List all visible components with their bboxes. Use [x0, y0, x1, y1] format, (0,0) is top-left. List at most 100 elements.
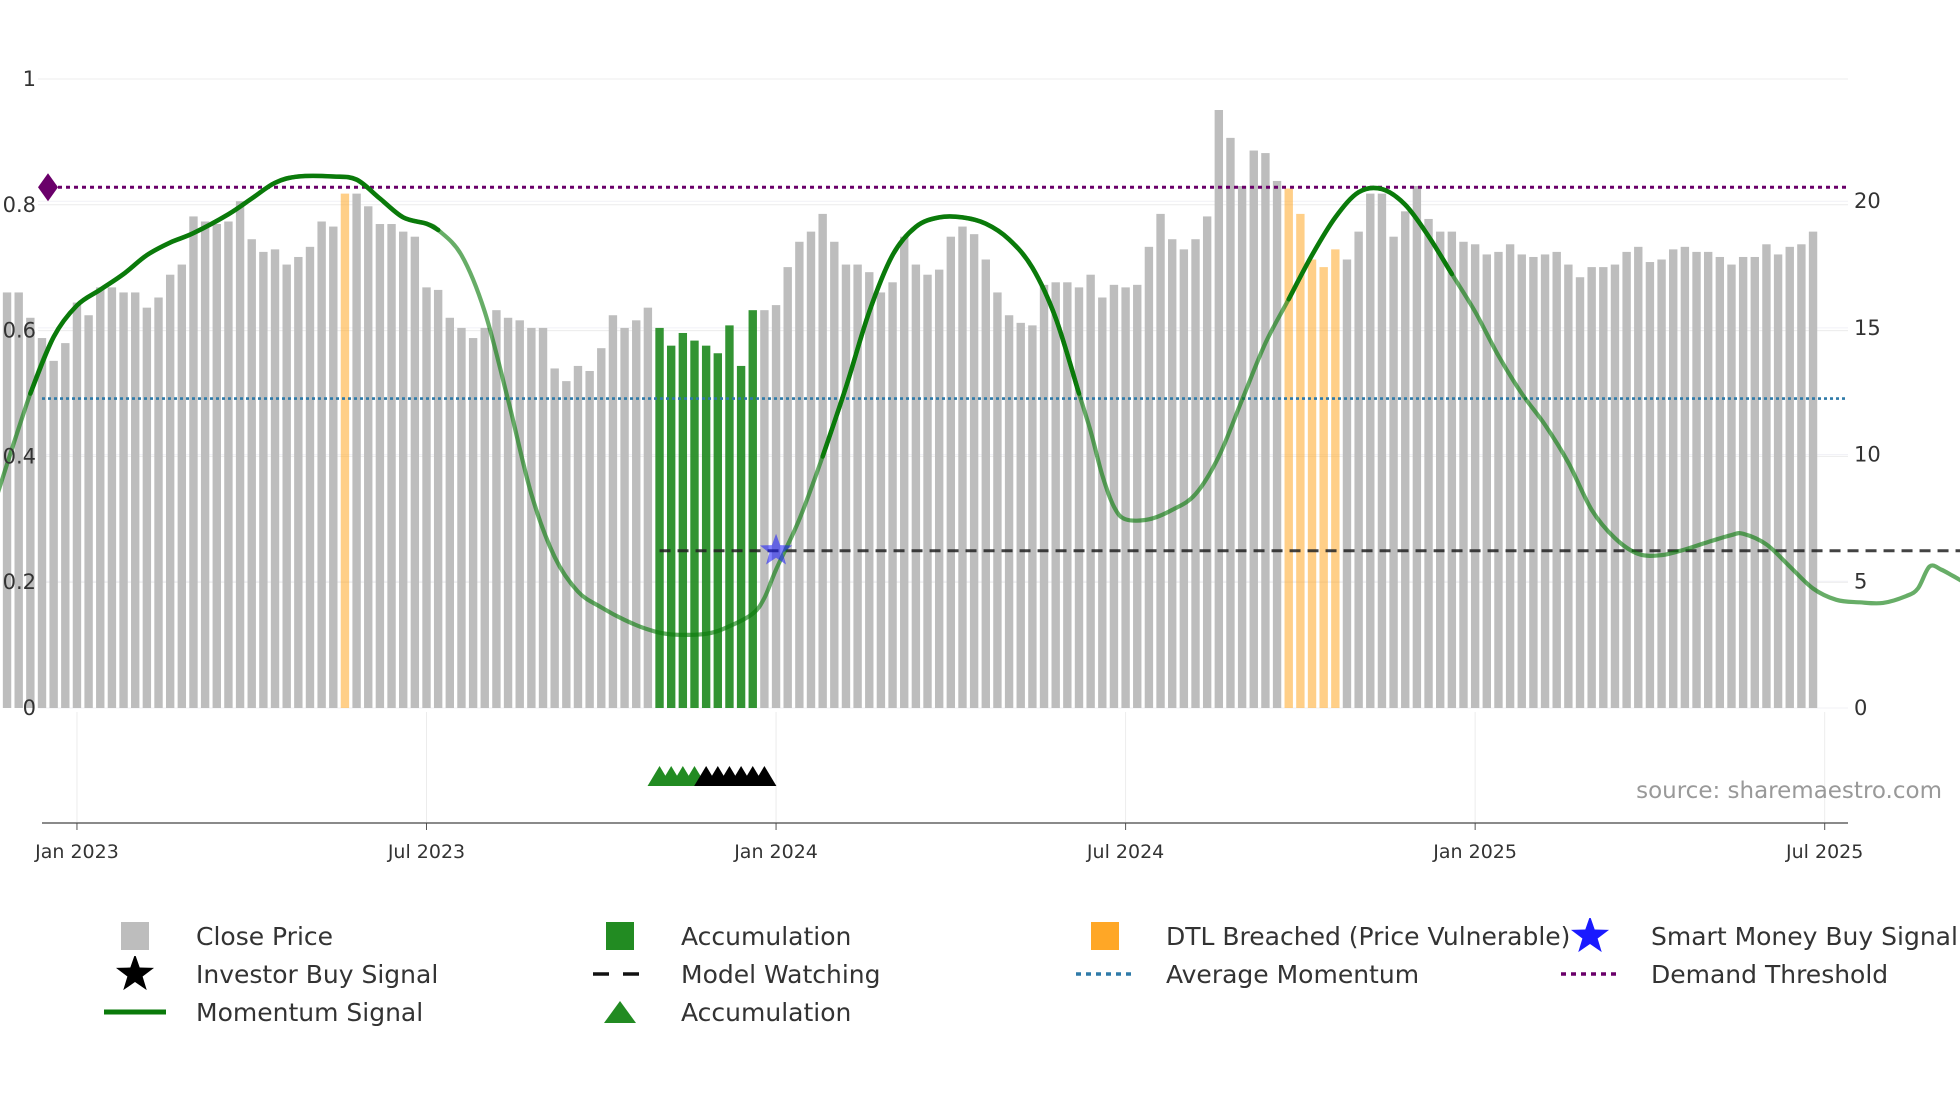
- legend-square-icon: [121, 922, 149, 950]
- price-bar: [1610, 264, 1620, 708]
- price-bar: [946, 236, 956, 708]
- price-bar: [1424, 218, 1433, 708]
- price-bar: [410, 236, 420, 708]
- legend-item-investor-buy: Investor Buy Signal: [100, 956, 438, 992]
- right-tick-label: 20: [1854, 189, 1881, 213]
- price-bar: [119, 292, 128, 708]
- price-bar: [2, 292, 12, 708]
- price-bar: [329, 226, 338, 708]
- price-bar: [1144, 246, 1154, 708]
- price-bar: [49, 360, 58, 708]
- legend-symbol-svg: [604, 1001, 636, 1023]
- price-bar: [154, 297, 163, 708]
- price-bar: [480, 327, 489, 708]
- price-bar: [1109, 284, 1119, 708]
- x-tick-label: Jan 2023: [34, 841, 119, 863]
- price-bar: [96, 287, 105, 708]
- investor-buy-marker: [752, 766, 777, 786]
- price-bar: [492, 310, 501, 708]
- legend-label: Model Watching: [681, 959, 881, 989]
- smart-money-buy-star: [759, 533, 793, 565]
- x-tick-label: Jul 2023: [387, 841, 465, 863]
- price-bar: [853, 264, 862, 708]
- price-bar: [1051, 282, 1060, 708]
- price-bar: [1470, 244, 1480, 708]
- price-bar: [433, 289, 443, 708]
- price-bar: [1226, 137, 1235, 709]
- legend-symbol-triangle-green-icon: [585, 994, 655, 1030]
- price-bar: [1039, 284, 1049, 708]
- price-bar: [1505, 244, 1515, 708]
- x-tick-label: Jan 2024: [733, 841, 818, 863]
- dtl-breached-bar: [1307, 259, 1317, 708]
- price-bar: [1074, 287, 1084, 708]
- legend-label: Accumulation: [681, 921, 852, 951]
- price-bar: [305, 246, 315, 708]
- legend-symbol-svg: [104, 1009, 166, 1015]
- legend-square-icon: [606, 922, 634, 950]
- price-bar: [72, 302, 82, 708]
- price-bar: [14, 292, 23, 708]
- price-bar: [1063, 282, 1072, 708]
- price-bar: [1377, 193, 1387, 708]
- price-bar: [26, 317, 35, 708]
- legend-symbol-svg: [593, 972, 647, 976]
- legend-symbol-star-black-icon: [100, 956, 170, 992]
- price-bar: [538, 327, 548, 708]
- price-bar: [1214, 110, 1224, 708]
- price-bar: [387, 224, 396, 708]
- price-bar: [969, 234, 979, 708]
- price-bar: [503, 317, 513, 708]
- right-tick-label: 10: [1854, 443, 1881, 467]
- price-bar: [958, 226, 967, 708]
- price-bar: [1447, 231, 1457, 708]
- price-bar: [795, 241, 804, 709]
- price-bar: [1156, 213, 1165, 708]
- price-bar: [1622, 251, 1631, 708]
- legend-item-demand-threshold: Demand Threshold: [1555, 956, 1888, 992]
- legend-symbol-svg: [1570, 918, 1610, 953]
- price-bar: [934, 269, 944, 708]
- price-bar: [259, 251, 268, 708]
- price-bar: [620, 327, 629, 708]
- demand-threshold-marker: [38, 173, 58, 202]
- price-bar: [1762, 244, 1771, 708]
- momentum-signal-strong: [28, 173, 441, 396]
- x-tick-label: Jul 2025: [1785, 841, 1863, 863]
- price-bar: [1412, 186, 1422, 708]
- price-bar: [445, 317, 455, 708]
- price-bar: [1738, 256, 1748, 708]
- accumulation-bar: [725, 325, 734, 708]
- price-bar: [573, 365, 583, 708]
- price-bar: [247, 239, 256, 708]
- legend-item-momentum: Momentum Signal: [100, 994, 423, 1030]
- price-bar: [1016, 322, 1025, 708]
- price-bar: [1342, 259, 1352, 708]
- price-bar: [1727, 264, 1736, 708]
- price-bar: [37, 338, 47, 708]
- dtl-breached-bar: [1319, 267, 1328, 708]
- legend-symbol-square-green-icon: [585, 918, 655, 954]
- price-bar: [61, 343, 70, 708]
- accumulation-bar: [713, 353, 722, 708]
- price-bar: [1004, 315, 1014, 708]
- price-bar: [1669, 249, 1678, 708]
- price-bar: [468, 338, 478, 708]
- momentum-signal-strong: [820, 214, 1082, 459]
- accumulation-bar: [678, 332, 688, 708]
- legend-label: Smart Money Buy Signal: [1651, 921, 1958, 951]
- price-bar: [224, 221, 233, 709]
- price-bar: [84, 315, 93, 708]
- price-bar: [1261, 153, 1270, 708]
- price-bar: [760, 310, 769, 708]
- price-bar: [830, 241, 839, 709]
- price-bar: [457, 327, 466, 708]
- price-bar: [1773, 254, 1783, 709]
- price-bar: [608, 315, 618, 708]
- price-bar: [1529, 256, 1538, 708]
- price-bar: [550, 368, 559, 708]
- legend-item-accumulation-bar: Accumulation: [585, 918, 851, 954]
- price-bar: [888, 282, 897, 708]
- price-bar: [282, 264, 291, 708]
